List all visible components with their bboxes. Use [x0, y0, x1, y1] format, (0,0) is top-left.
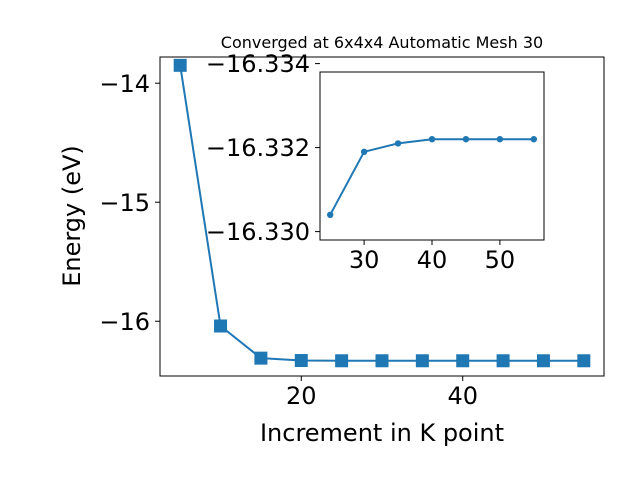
inset-x-tick-label: 30: [349, 246, 380, 274]
main-plot-frame: [159, 56, 605, 377]
inset-series: [326, 136, 538, 218]
main-data-point: [294, 354, 308, 368]
inset-data-point: [496, 136, 504, 143]
main-data-point: [214, 319, 228, 333]
inset-data-point: [428, 136, 436, 143]
inset-x-ticks: 30 40 50: [349, 240, 515, 274]
main-series: [173, 58, 591, 368]
inset-plot: 30 40 50 −16.334 −16.332 −16.330: [206, 50, 545, 274]
chart-title: Converged at 6x4x4 Automatic Mesh 30: [221, 33, 543, 52]
main-y-tick-label: −14: [99, 70, 150, 98]
inset-x-tick-label: 50: [485, 246, 516, 274]
main-y-tick-label: −15: [99, 189, 150, 217]
main-y-tick-label: −16: [99, 308, 150, 336]
y-axis-label: Energy (eV): [58, 145, 86, 287]
x-axis-label: Increment in K point: [260, 419, 504, 447]
inset-data-point: [360, 148, 368, 155]
main-data-point: [456, 354, 470, 368]
inset-y-tick-label: −16.334: [206, 50, 310, 78]
inset-data-point: [394, 140, 402, 147]
main-data-point: [577, 354, 591, 368]
inset-data-point: [462, 136, 470, 143]
main-data-point: [173, 58, 187, 72]
main-data-point: [536, 354, 550, 368]
inset-y-tick-label: −16.332: [206, 134, 310, 162]
inset-plot-frame: [319, 71, 545, 241]
main-data-point: [335, 354, 349, 368]
main-plot: Converged at 6x4x4 Automatic Mesh 30 20 4…: [58, 33, 605, 447]
inset-data-point: [530, 136, 538, 143]
main-data-point: [496, 354, 510, 368]
inset-y-tick-label: −16.330: [206, 218, 310, 246]
inset-data-point: [326, 211, 334, 218]
inset-background: [320, 72, 544, 240]
main-data-point: [375, 354, 389, 368]
main-x-tick-label: 40: [447, 382, 478, 410]
inset-y-ticks: −16.334 −16.332 −16.330: [206, 50, 320, 246]
main-data-point: [254, 351, 268, 365]
main-data-point: [415, 354, 429, 368]
inset-x-tick-label: 40: [417, 246, 448, 274]
main-x-tick-label: 20: [286, 382, 317, 410]
main-y-ticks: −16 −15 −14: [99, 70, 160, 336]
main-x-ticks: 20 40: [286, 376, 478, 410]
